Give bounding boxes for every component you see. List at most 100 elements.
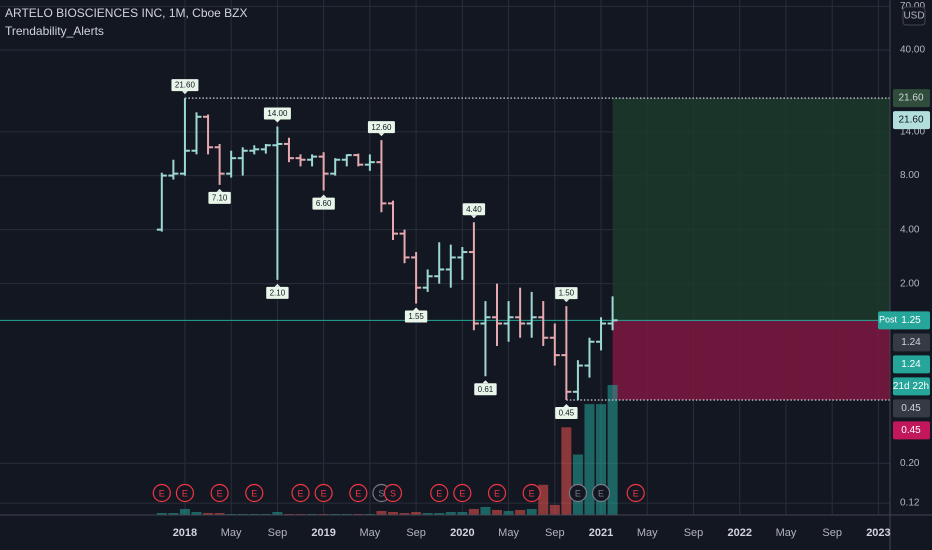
volume-bar xyxy=(411,511,422,515)
annotation-box xyxy=(367,121,395,134)
price-label: 21d 22h xyxy=(893,381,929,392)
price-label-box xyxy=(893,399,930,418)
event-label: E xyxy=(459,488,465,498)
y-tick-label: 0.12 xyxy=(900,498,920,509)
currency-button[interactable] xyxy=(902,6,926,26)
event-label: E xyxy=(251,488,257,498)
volume-bar xyxy=(168,512,179,515)
event-label: E xyxy=(159,488,165,498)
annotation-box xyxy=(462,203,486,216)
annotation-label: 1.50 xyxy=(559,289,575,298)
volume-bar xyxy=(422,512,433,515)
event-marker xyxy=(210,483,229,503)
annotation-label: 1.55 xyxy=(408,312,424,321)
event-marker xyxy=(245,483,264,503)
volume-bar xyxy=(387,511,398,515)
event-label: E xyxy=(217,488,223,498)
x-tick-label: May xyxy=(359,527,380,539)
volume-bar xyxy=(249,513,260,515)
volume-bar xyxy=(214,512,225,515)
event-marker xyxy=(349,483,368,503)
event-marker xyxy=(522,483,541,503)
annotation-pointer xyxy=(320,194,327,198)
annotation-box xyxy=(266,286,289,299)
currency-label[interactable]: USD xyxy=(903,11,924,22)
time-scale xyxy=(0,515,932,550)
event-marker xyxy=(152,483,171,503)
x-tick-label: May xyxy=(637,527,658,539)
volume-bar xyxy=(156,512,167,515)
event-marker xyxy=(175,483,195,503)
event-label: E xyxy=(321,488,327,498)
volume-bar xyxy=(538,484,549,515)
annotation-label: 0.45 xyxy=(559,409,575,418)
x-tick-label: May xyxy=(221,527,242,539)
event-label: E xyxy=(182,488,188,498)
annotation-box xyxy=(208,191,231,204)
volume-bar xyxy=(295,513,306,515)
annotation-label: 6.60 xyxy=(316,199,332,208)
event-marker xyxy=(568,483,588,503)
annotation-box xyxy=(555,287,578,300)
annotation-label: 7.10 xyxy=(212,193,228,202)
price-tag: Post xyxy=(879,315,898,325)
annotation-pointer xyxy=(413,307,420,311)
x-tick-label: Sep xyxy=(684,527,704,539)
indicator-name: Trendability_Alerts xyxy=(5,24,104,38)
event-marker xyxy=(487,483,507,503)
event-label: E xyxy=(436,488,442,498)
x-tick-label: 2021 xyxy=(589,527,613,539)
annotation-label: 12.60 xyxy=(371,123,392,132)
annotation-pointer xyxy=(274,283,281,287)
x-tick-label: May xyxy=(498,527,519,539)
x-tick-label: Sep xyxy=(268,527,288,539)
plot-area: 21.60 7.10 14.00 2.10 6.60 12.60 1.55 4.40 0.61 1… xyxy=(0,0,890,515)
price-label-box xyxy=(893,311,930,330)
annotation-box xyxy=(555,407,578,420)
x-tick-label: 2018 xyxy=(173,527,197,539)
zone xyxy=(612,98,890,321)
volume-bar xyxy=(203,512,214,515)
price-label: 1.25 xyxy=(901,315,921,326)
annotation-box xyxy=(263,107,291,120)
x-tick-label: 2022 xyxy=(727,527,751,539)
chart-title: ARTELO BIOSCIENCES INC, 1M, Cboe BZX xyxy=(5,6,248,20)
y-tick-label: 40.00 xyxy=(900,45,925,56)
event-marker xyxy=(291,483,310,503)
x-tick-label: 2020 xyxy=(450,527,474,539)
annotation-label: 0.61 xyxy=(478,385,494,394)
annotation-label: 2.10 xyxy=(270,288,286,297)
annotation-pointer xyxy=(482,380,489,384)
volume-bar xyxy=(341,513,352,515)
event-marker xyxy=(314,483,333,503)
price-label-box xyxy=(893,377,930,396)
price-label-box xyxy=(893,89,930,108)
x-tick-label: Sep xyxy=(545,527,565,539)
volume-bar xyxy=(480,506,491,515)
event-marker xyxy=(591,483,611,503)
x-tick-label: 2023 xyxy=(866,527,890,539)
zone xyxy=(612,320,890,401)
volume-bar xyxy=(457,511,468,515)
annotation-pointer xyxy=(563,299,570,303)
annotation-box xyxy=(404,310,428,323)
event-label: E xyxy=(633,488,639,498)
volume-bar xyxy=(283,513,294,515)
volume-bar xyxy=(226,513,237,515)
x-tick-label: Sep xyxy=(406,527,426,539)
volume-bar xyxy=(596,404,607,515)
event-label: E xyxy=(598,488,604,498)
y-tick-label: 8.00 xyxy=(900,170,920,181)
price-label-box xyxy=(893,421,930,440)
annotation-label: 14.00 xyxy=(267,109,288,118)
volume-bar xyxy=(237,513,248,515)
event-label: E xyxy=(298,488,304,498)
volume-bar xyxy=(330,513,341,515)
event-marker xyxy=(430,483,449,503)
annotation-pointer xyxy=(378,133,385,137)
annotation-box xyxy=(474,383,497,396)
price-label: 21.60 xyxy=(898,93,923,104)
price-label: 0.45 xyxy=(901,403,921,414)
event-label: E xyxy=(575,488,581,498)
